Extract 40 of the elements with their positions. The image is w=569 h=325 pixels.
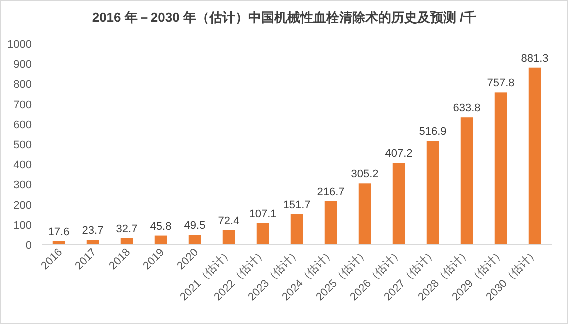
chart-title: 2016 年－2030 年（估计）中国机械性血栓清除术的历史及预测 /千 <box>92 10 477 25</box>
data-label: 151.7 <box>283 200 311 212</box>
y-tick-label: 0 <box>26 240 32 252</box>
bar <box>256 223 270 245</box>
data-label: 49.5 <box>184 220 206 232</box>
data-label: 107.1 <box>249 208 277 220</box>
y-tick-label: 700 <box>14 99 32 112</box>
data-label: 23.7 <box>82 225 104 238</box>
y-tick-label: 600 <box>14 119 32 132</box>
bar <box>528 68 542 245</box>
data-label: 305.2 <box>351 168 379 181</box>
data-label: 32.7 <box>116 223 138 236</box>
bar <box>86 240 100 245</box>
data-label: 633.8 <box>453 102 481 115</box>
y-tick-label: 500 <box>14 140 32 152</box>
bar <box>358 184 372 245</box>
data-label: 45.8 <box>150 220 172 233</box>
bar <box>188 235 202 245</box>
bar <box>290 214 304 245</box>
bar <box>494 92 508 245</box>
data-label: 881.3 <box>521 52 549 65</box>
y-tick-label: 900 <box>14 59 32 72</box>
y-tick-label: 800 <box>14 79 32 92</box>
data-label: 72.4 <box>218 215 240 228</box>
y-tick-label: 200 <box>14 200 32 212</box>
data-label: 216.7 <box>317 186 345 198</box>
bar <box>392 163 406 245</box>
bar <box>154 236 168 245</box>
y-tick-label: 400 <box>14 160 32 172</box>
data-label: 516.9 <box>419 126 447 138</box>
bar <box>324 201 338 245</box>
y-tick-label: 300 <box>14 180 32 192</box>
y-tick-label: 1000 <box>8 39 32 51</box>
y-tick-label: 100 <box>14 220 32 232</box>
bar <box>460 118 474 245</box>
data-label: 407.2 <box>385 148 413 160</box>
bar <box>222 230 236 245</box>
data-label: 17.6 <box>48 226 70 238</box>
data-label: 757.8 <box>487 78 515 90</box>
bar <box>426 141 440 245</box>
